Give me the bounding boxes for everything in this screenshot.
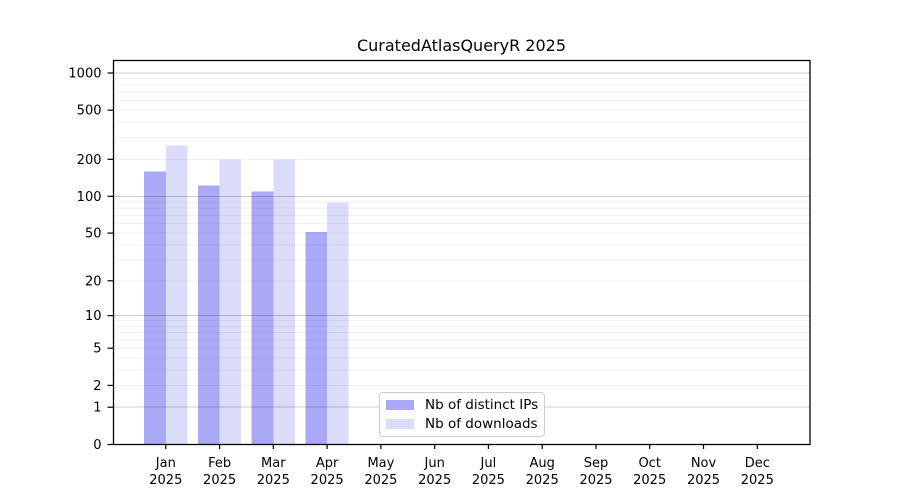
x-tick-label-month-dec: Dec <box>745 456 770 471</box>
legend-label-distinct-ips: Nb of distinct IPs <box>425 397 539 413</box>
bar-downloads-mar <box>273 159 295 445</box>
bar-distinct-ips-feb <box>198 185 220 445</box>
legend-swatch-downloads <box>386 419 414 429</box>
bar-distinct-ips-jan <box>144 171 166 445</box>
chart-title: CuratedAtlasQueryR 2025 <box>356 36 567 55</box>
x-tick-label-month-may: May <box>367 456 394 471</box>
y-tick-label-50: 50 <box>85 227 102 242</box>
legend-swatch-distinct-ips <box>386 400 414 410</box>
legend-item-distinct-ips: Nb of distinct IPs <box>386 396 544 414</box>
bar-downloads-feb <box>219 159 242 445</box>
x-tick-label-month-jun: Jun <box>424 456 445 471</box>
x-tick-label-year-may: 2025 <box>364 473 397 488</box>
x-tick-label-year-oct: 2025 <box>633 473 666 488</box>
x-tick-label-month-feb: Feb <box>208 456 231 471</box>
bar-downloads-jan <box>165 145 188 445</box>
legend-label-downloads: Nb of downloads <box>425 416 538 432</box>
x-tick-label-month-aug: Aug <box>530 456 555 471</box>
y-tick-label-5: 5 <box>93 342 101 357</box>
x-tick-label-month-jul: Jul <box>480 456 497 471</box>
y-tick-label-500: 500 <box>77 104 102 119</box>
y-tick-label-10: 10 <box>85 309 102 324</box>
x-tick-label-month-oct: Oct <box>638 456 660 471</box>
x-tick-label-year-sep: 2025 <box>579 473 612 488</box>
y-tick-label-2: 2 <box>93 379 101 394</box>
x-tick-label-year-apr: 2025 <box>311 473 344 488</box>
y-tick-label-20: 20 <box>85 274 102 289</box>
x-tick-label-year-dec: 2025 <box>741 473 774 488</box>
bar-distinct-ips-mar <box>251 191 274 445</box>
x-tick-label-month-apr: Apr <box>316 456 339 471</box>
x-tick-label-year-jan: 2025 <box>149 473 182 488</box>
y-tick-label-200: 200 <box>77 153 102 168</box>
x-tick-label-month-nov: Nov <box>691 456 717 471</box>
x-tick-label-month-sep: Sep <box>584 456 609 471</box>
axes-box <box>112 59 811 446</box>
x-tick-label-year-aug: 2025 <box>526 473 559 488</box>
bar-downloads-apr <box>327 202 349 445</box>
y-tick-label-1000: 1000 <box>68 67 101 82</box>
x-tick-label-year-nov: 2025 <box>687 473 720 488</box>
bar-distinct-ips-apr <box>305 232 328 445</box>
y-tick-label-100: 100 <box>77 190 102 205</box>
x-tick-label-year-mar: 2025 <box>257 473 290 488</box>
x-tick-label-year-jul: 2025 <box>472 473 505 488</box>
x-tick-label-year-feb: 2025 <box>203 473 236 488</box>
x-tick-label-month-jan: Jan <box>155 456 176 471</box>
y-tick-label-1: 1 <box>93 401 101 416</box>
y-tick-label-0: 0 <box>93 438 101 453</box>
x-tick-label-month-mar: Mar <box>261 456 286 471</box>
x-tick-label-year-jun: 2025 <box>418 473 451 488</box>
legend-item-downloads: Nb of downloads <box>386 415 544 433</box>
legend: Nb of distinct IPs Nb of downloads <box>379 392 545 437</box>
